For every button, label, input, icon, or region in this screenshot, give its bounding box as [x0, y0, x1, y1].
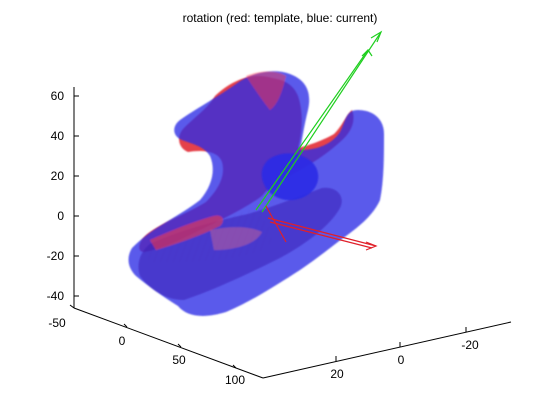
y-tick-label: 20	[330, 367, 344, 381]
x-tick-label: 0	[119, 334, 126, 348]
y-axis-ticks	[335, 327, 467, 361]
z-tick-label: 60	[51, 89, 65, 103]
axes-frame	[73, 87, 512, 379]
x-tick-label: 100	[225, 373, 245, 387]
z-tick-label: 0	[57, 209, 64, 223]
current-surface	[128, 71, 384, 316]
x-axis-ticks	[69, 304, 237, 369]
x-axis-tick-labels: -50 0 50 100	[48, 316, 245, 387]
z-tick-label: 20	[51, 169, 65, 183]
z-tick-label: -40	[47, 289, 65, 303]
z-axis-tick-labels: 60 40 20 0 -20 -40	[47, 89, 65, 303]
z-tick-label: -20	[47, 249, 65, 263]
y-tick-label: -20	[461, 338, 479, 352]
x-tick-label: 50	[172, 353, 186, 367]
z-axis-ticks	[74, 95, 79, 297]
rotation-axis-green	[255, 30, 383, 213]
plot-title: rotation (red: template, blue: current)	[182, 11, 378, 25]
y-axis-tick-labels: -20 0 20	[330, 338, 479, 381]
x-tick-label: -50	[48, 316, 66, 330]
y-tick-label: 0	[398, 353, 405, 367]
rotation-axis-red	[265, 205, 378, 251]
z-tick-label: 40	[51, 129, 65, 143]
